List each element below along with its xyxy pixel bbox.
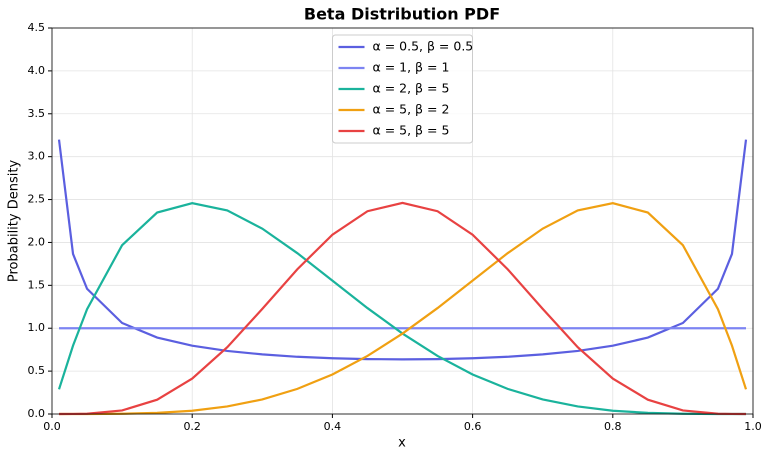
y-tick-label: 0.5 bbox=[28, 364, 46, 377]
x-axis-label: x bbox=[398, 436, 406, 451]
legend-box bbox=[332, 34, 473, 144]
y-tick-label: 4.0 bbox=[28, 64, 46, 77]
y-tick-label: 3.5 bbox=[28, 107, 46, 120]
x-tick-label: 0.4 bbox=[324, 420, 342, 433]
line bbox=[59, 201, 746, 416]
legend-label: α = 2, β = 5 bbox=[373, 81, 450, 96]
line bbox=[57, 202, 746, 416]
y-tick-label: 1.5 bbox=[28, 278, 46, 291]
x-tick-label: 0.8 bbox=[604, 420, 622, 433]
line bbox=[57, 139, 748, 361]
plot-frame bbox=[51, 27, 754, 415]
y-tick-label: 4.5 bbox=[28, 21, 46, 34]
legend-label: α = 0.5, β = 0.5 bbox=[373, 39, 474, 54]
x-tick-label: 1.0 bbox=[744, 420, 762, 433]
y-tick-label: 0.0 bbox=[28, 407, 46, 420]
y-tick-label: 3.0 bbox=[28, 150, 46, 163]
legend-label: α = 5, β = 5 bbox=[373, 123, 450, 138]
x-tick-label: 0.0 bbox=[43, 420, 61, 433]
y-tick-label: 1.0 bbox=[28, 321, 46, 334]
y-tick-label: 2.0 bbox=[28, 235, 46, 248]
legend-label: α = 5, β = 2 bbox=[373, 102, 450, 117]
x-tick-label: 0.6 bbox=[464, 420, 482, 433]
legend-label: α = 1, β = 1 bbox=[373, 60, 450, 75]
x-tick-label: 0.2 bbox=[183, 420, 201, 433]
chart-title: Beta Distribution PDF bbox=[304, 5, 500, 24]
line bbox=[59, 202, 748, 416]
y-tick-label: 2.5 bbox=[28, 193, 46, 206]
y-axis-label: Probability Density bbox=[7, 160, 22, 283]
